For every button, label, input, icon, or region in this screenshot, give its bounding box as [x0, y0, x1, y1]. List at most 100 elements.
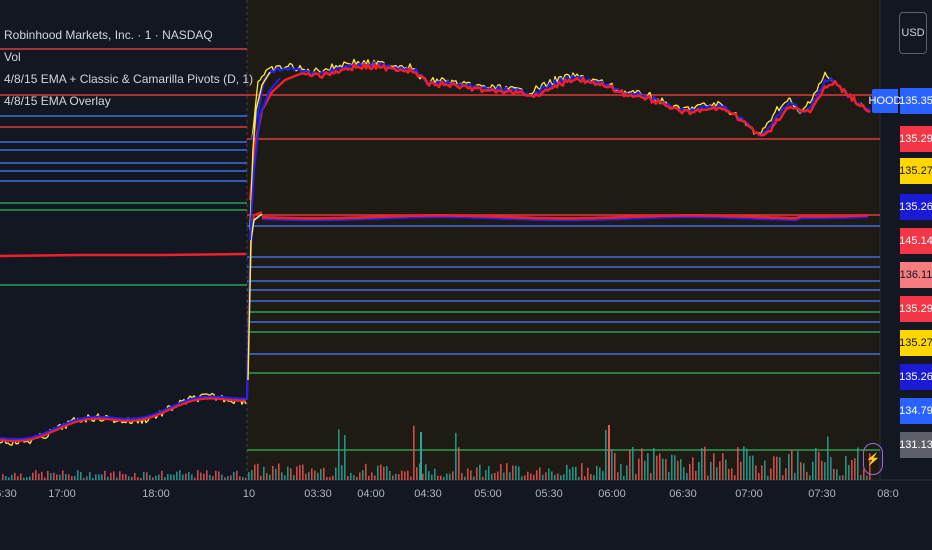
- volume-bar: [605, 429, 607, 480]
- time-axis[interactable]: 6:30 17:00 18:00 10 03:30 04:00 04:30 05:00 05:3…: [0, 480, 899, 510]
- volume-bar: [695, 470, 697, 480]
- volume-bar: [179, 470, 181, 480]
- volume-bar: [71, 476, 73, 480]
- volume-bar: [755, 465, 757, 480]
- volume-bar: [419, 463, 421, 480]
- volume-bar: [524, 475, 526, 480]
- volume-bar: [833, 468, 835, 480]
- volume-bar: [545, 472, 547, 480]
- volume-bar: [35, 470, 37, 480]
- volume-bar: [38, 473, 40, 480]
- volume-bar: [17, 476, 19, 480]
- volume-bar: [749, 455, 751, 480]
- time-label: 05:30: [535, 488, 563, 500]
- volume-bar: [374, 475, 376, 480]
- volume-bar: [464, 476, 466, 480]
- volume-bar: [140, 477, 142, 480]
- volume-bar: [623, 475, 625, 480]
- volume-bar: [842, 475, 844, 480]
- volume-bar: [779, 457, 781, 480]
- volume-bar: [227, 475, 229, 480]
- volume-bar: [452, 471, 454, 480]
- price-tag: 136.11: [900, 262, 932, 288]
- volume-bar: [533, 474, 535, 480]
- volume-bar: [128, 476, 130, 480]
- volume-bar: [8, 477, 10, 480]
- volume-bar: [785, 468, 787, 480]
- volume-bar: [251, 470, 253, 480]
- volume-bar: [32, 472, 34, 480]
- volume-bar: [392, 475, 394, 480]
- time-label: 08:0: [877, 488, 899, 500]
- ema-pivots-indicator-label[interactable]: 4/8/15 EMA + Classic & Camarilla Pivots …: [4, 72, 254, 86]
- volume-bar: [428, 471, 430, 480]
- volume-bar: [812, 461, 814, 480]
- time-label: 07:00: [735, 488, 763, 500]
- volume-bar: [722, 452, 724, 480]
- volume-bar: [107, 476, 109, 480]
- ema-overlay-indicator-label[interactable]: 4/8/15 EMA Overlay: [4, 94, 111, 108]
- volume-bar: [197, 470, 199, 480]
- volume-bar: [272, 465, 274, 480]
- volume-bar: [569, 468, 571, 480]
- volume-bar: [836, 469, 838, 480]
- volume-bar: [746, 448, 748, 480]
- volume-bar: [791, 449, 793, 480]
- volume-bar: [170, 474, 172, 480]
- volume-bar: [353, 474, 355, 480]
- volume-bar: [104, 470, 106, 480]
- volume-bar: [599, 467, 601, 480]
- volume-bar: [329, 476, 331, 480]
- volume-bar: [716, 467, 718, 480]
- symbol-title[interactable]: Robinhood Markets, Inc. · 1 · NASDAQ: [4, 28, 213, 42]
- volume-bar: [611, 448, 613, 480]
- lightning-bolt-icon[interactable]: ⚡: [863, 443, 883, 475]
- volume-bar: [110, 472, 112, 480]
- volume-bar: [275, 468, 277, 480]
- volume-bar: [641, 448, 643, 480]
- volume-bar: [620, 464, 622, 480]
- volume-bar: [554, 474, 556, 480]
- volume-bar: [515, 465, 517, 480]
- volume-indicator-label[interactable]: Vol: [4, 50, 21, 64]
- volume-bar: [575, 466, 577, 480]
- volume-bar: [848, 464, 850, 480]
- price-tag: 135.26: [899, 364, 932, 390]
- volume-bar: [26, 477, 28, 480]
- volume-bar: [356, 476, 358, 480]
- volume-bar: [692, 457, 694, 480]
- volume-bar: [824, 462, 826, 480]
- volume-bar: [683, 467, 685, 480]
- volume-bar: [482, 476, 484, 480]
- volume-bar: [386, 466, 388, 480]
- volume-bar: [527, 471, 529, 480]
- volume-bar: [668, 471, 670, 480]
- volume-bar: [23, 477, 25, 480]
- volume-bar: [326, 476, 328, 480]
- volume-bar: [215, 470, 217, 480]
- volume-bar: [263, 466, 265, 480]
- currency-button[interactable]: USD: [899, 12, 927, 54]
- volume-bar: [113, 471, 115, 480]
- volume-bar: [737, 447, 739, 480]
- volume-bar: [164, 477, 166, 480]
- volume-bar: [299, 464, 301, 480]
- volume-bar: [47, 470, 49, 480]
- volume-bar: [278, 463, 280, 480]
- volume-bar: [728, 468, 730, 480]
- volume-bar: [131, 476, 133, 480]
- overlay-ema-right: [261, 213, 869, 220]
- volume-bar: [50, 473, 52, 480]
- volume-bar: [470, 470, 472, 480]
- volume-bar: [776, 456, 778, 480]
- volume-bar: [311, 468, 313, 480]
- volume-bar: [425, 464, 427, 480]
- session-background: [247, 0, 880, 480]
- ema15-line-left: [0, 397, 246, 443]
- chart-legend: Robinhood Markets, Inc. · 1 · NASDAQ Vol…: [4, 24, 253, 112]
- volume-bar: [644, 460, 646, 480]
- volume-bar: [827, 436, 829, 480]
- volume-bar: [773, 456, 775, 480]
- volume-bar: [182, 474, 184, 480]
